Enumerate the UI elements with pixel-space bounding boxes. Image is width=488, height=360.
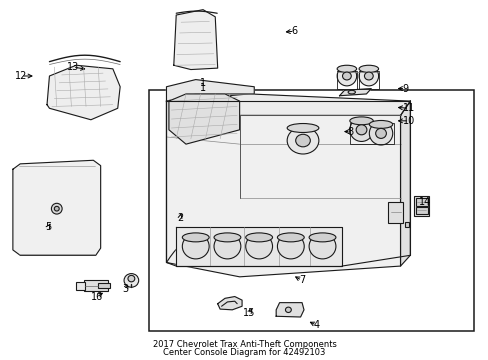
Ellipse shape [358, 66, 378, 86]
Polygon shape [47, 65, 120, 120]
Polygon shape [166, 80, 254, 101]
Text: 2: 2 [177, 213, 183, 222]
Ellipse shape [355, 125, 366, 135]
Text: 1: 1 [200, 83, 206, 93]
Text: 9: 9 [402, 84, 407, 94]
Bar [405, 222, 408, 226]
Text: 14: 14 [418, 197, 430, 207]
Polygon shape [166, 101, 400, 277]
Ellipse shape [336, 65, 356, 72]
Bar [336, 71, 356, 89]
Polygon shape [13, 160, 101, 255]
Text: 10: 10 [403, 116, 415, 126]
Ellipse shape [245, 234, 272, 259]
Ellipse shape [336, 66, 356, 86]
Text: 11: 11 [403, 103, 415, 113]
Bar [358, 71, 378, 89]
Ellipse shape [295, 134, 310, 147]
Text: 16: 16 [91, 292, 103, 302]
Bar [76, 282, 85, 290]
Text: 2017 Chevrolet Trax Anti-Theft Components: 2017 Chevrolet Trax Anti-Theft Component… [152, 340, 336, 349]
Polygon shape [166, 94, 409, 116]
Ellipse shape [308, 233, 335, 242]
Ellipse shape [347, 90, 355, 94]
Polygon shape [168, 94, 239, 144]
Ellipse shape [54, 206, 59, 211]
Text: 1: 1 [200, 78, 206, 88]
Polygon shape [400, 101, 409, 266]
Ellipse shape [182, 233, 209, 242]
Ellipse shape [375, 129, 386, 138]
Text: 13: 13 [66, 62, 79, 72]
Ellipse shape [308, 234, 335, 259]
Ellipse shape [349, 117, 372, 125]
Ellipse shape [277, 233, 304, 242]
Ellipse shape [277, 234, 304, 259]
Bar [415, 207, 427, 215]
Polygon shape [276, 303, 304, 317]
Ellipse shape [364, 72, 372, 80]
Polygon shape [173, 10, 217, 69]
Bar [415, 198, 427, 206]
Ellipse shape [286, 123, 318, 132]
Ellipse shape [349, 118, 372, 141]
Bar [349, 123, 393, 144]
Ellipse shape [245, 233, 272, 242]
Text: 6: 6 [291, 26, 297, 36]
Ellipse shape [128, 275, 135, 282]
Ellipse shape [358, 65, 378, 72]
Text: 7: 7 [298, 275, 305, 285]
Text: 3: 3 [122, 284, 128, 294]
Bar [149, 90, 473, 330]
Ellipse shape [286, 127, 318, 154]
Ellipse shape [342, 72, 350, 80]
Text: 15: 15 [243, 308, 255, 318]
Ellipse shape [124, 274, 139, 287]
Text: Center Console Diagram for 42492103: Center Console Diagram for 42492103 [163, 348, 325, 357]
Ellipse shape [51, 203, 62, 214]
Ellipse shape [285, 307, 291, 312]
Polygon shape [176, 226, 341, 266]
Bar [413, 196, 428, 216]
Bar [83, 280, 108, 291]
Ellipse shape [214, 233, 241, 242]
Text: 5: 5 [45, 222, 52, 231]
Text: 4: 4 [313, 320, 319, 330]
Ellipse shape [368, 121, 392, 129]
Ellipse shape [214, 234, 241, 259]
Text: 8: 8 [347, 127, 353, 136]
Polygon shape [339, 89, 370, 96]
Bar [98, 283, 110, 288]
Text: 12: 12 [15, 71, 27, 81]
Ellipse shape [368, 122, 392, 145]
Polygon shape [217, 297, 242, 310]
Bar [387, 202, 402, 223]
Ellipse shape [182, 234, 209, 259]
